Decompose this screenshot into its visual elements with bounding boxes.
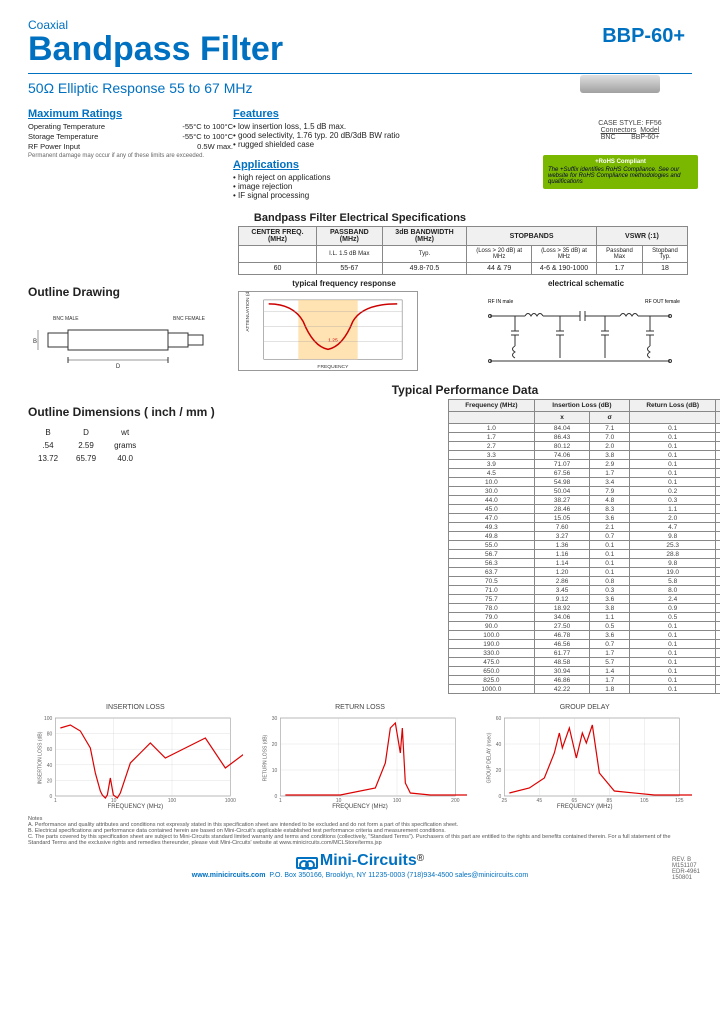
notes: Notes A. Performance and quality attribu… bbox=[28, 816, 692, 846]
electrical-schematic: RF IN male RF OUT female bbox=[480, 291, 680, 371]
product-image bbox=[580, 55, 680, 115]
svg-text:B: B bbox=[33, 339, 37, 345]
svg-text:1000: 1000 bbox=[225, 798, 236, 803]
svg-text:10: 10 bbox=[271, 768, 277, 774]
svg-text:45: 45 bbox=[537, 798, 543, 803]
svg-text:60: 60 bbox=[496, 716, 502, 722]
svg-text:FREQUENCY: FREQUENCY bbox=[317, 364, 349, 370]
perf-title: Typical Performance Data bbox=[238, 383, 692, 397]
svg-text:85: 85 bbox=[607, 798, 613, 803]
svg-text:BNC MALE: BNC MALE bbox=[53, 316, 79, 322]
svg-text:10: 10 bbox=[111, 798, 117, 803]
svg-text:0: 0 bbox=[274, 794, 277, 800]
dims-header: Outline Dimensions ( inch / mm ) bbox=[28, 405, 233, 419]
svg-text:RETURN LOSS (dB): RETURN LOSS (dB) bbox=[262, 734, 268, 781]
ratings-footnote: Permanent damage may occur if any of the… bbox=[28, 153, 233, 159]
svg-text:10: 10 bbox=[336, 798, 342, 803]
freq-resp-label: typical frequency response bbox=[238, 279, 450, 288]
svg-text:40: 40 bbox=[496, 742, 502, 748]
svg-text:1: 1 bbox=[279, 798, 282, 803]
ratings-header: Maximum Ratings bbox=[28, 108, 233, 120]
svg-text:125: 125 bbox=[676, 798, 685, 803]
insertion-loss-chart: INSERTION LOSS 0204060801001101001000INS… bbox=[28, 704, 243, 810]
part-number: BBP-60+ bbox=[602, 25, 685, 48]
logo-icon bbox=[296, 857, 318, 869]
svg-text:100: 100 bbox=[44, 716, 53, 722]
perf-table: Frequency (MHz)Insertion Loss (dB)Return… bbox=[448, 399, 720, 694]
charts-row: INSERTION LOSS 0204060801001101001000INS… bbox=[28, 704, 692, 810]
revision-info: REV. BM151107EDR-4961150801 bbox=[672, 857, 700, 881]
apps-header: Applications bbox=[233, 159, 473, 171]
ratings-table: Operating Temperature-55°C to 100°CStora… bbox=[28, 122, 233, 151]
dims-table: BDwt.542.59grams13.7265.7940.0 bbox=[28, 425, 146, 466]
svg-text:RF IN male: RF IN male bbox=[488, 299, 514, 305]
svg-text:BNC FEMALE: BNC FEMALE bbox=[173, 316, 206, 322]
svg-text:INSERTION LOSS (dB): INSERTION LOSS (dB) bbox=[37, 731, 43, 784]
apps-list: high reject on applicationsimage rejecti… bbox=[233, 173, 473, 200]
outline-header: Outline Drawing bbox=[28, 285, 233, 299]
svg-text:20: 20 bbox=[271, 742, 277, 748]
svg-text:200: 200 bbox=[451, 798, 460, 803]
features-header: Features bbox=[233, 108, 473, 120]
freq-response-chart: 1.25 ATTENUATION (dB) FREQUENCY bbox=[238, 291, 418, 371]
return-loss-chart: RETURN LOSS 0102030110100200RETURN LOSS … bbox=[253, 704, 468, 810]
schematic-label: electrical schematic bbox=[480, 279, 692, 288]
svg-text:20: 20 bbox=[496, 768, 502, 774]
svg-text:25: 25 bbox=[502, 798, 508, 803]
features-list: low insertion loss, 1.5 dB max.good sele… bbox=[233, 122, 473, 149]
spec-table: CENTER FREQ. (MHz)PASSBAND (MHz)3dB BAND… bbox=[238, 226, 688, 275]
svg-text:60: 60 bbox=[47, 747, 53, 753]
svg-text:ATTENUATION (dB): ATTENUATION (dB) bbox=[245, 292, 251, 332]
svg-text:100: 100 bbox=[168, 798, 177, 803]
logo-text: Mini-Circuits bbox=[320, 852, 417, 869]
footer: Mini-Circuits® www.minicircuits.com P.O.… bbox=[28, 852, 692, 879]
svg-text:40: 40 bbox=[47, 763, 53, 769]
svg-text:65: 65 bbox=[572, 798, 578, 803]
svg-text:30: 30 bbox=[271, 716, 277, 722]
outline-drawing: D B BNC MALE BNC FEMALE bbox=[28, 305, 228, 375]
svg-text:1.25: 1.25 bbox=[328, 337, 338, 343]
case-info: CASE STYLE: FF56 Connectors Model BNC BB… bbox=[570, 120, 690, 141]
svg-text:1: 1 bbox=[54, 798, 57, 803]
group-delay-chart: GROUP DELAY 020406025456585105125GROUP D… bbox=[477, 704, 692, 810]
svg-text:D: D bbox=[116, 364, 121, 370]
svg-text:20: 20 bbox=[47, 778, 53, 784]
svg-text:100: 100 bbox=[393, 798, 402, 803]
svg-text:80: 80 bbox=[47, 732, 53, 738]
svg-text:0: 0 bbox=[50, 794, 53, 800]
rohs-badge: +RoHS Compliant The +Suffix identifies R… bbox=[543, 155, 698, 189]
svg-text:GROUP DELAY (nsec): GROUP DELAY (nsec) bbox=[487, 732, 493, 783]
svg-text:105: 105 bbox=[641, 798, 650, 803]
spec-title: Bandpass Filter Electrical Specification… bbox=[28, 212, 692, 224]
svg-text:RF OUT female: RF OUT female bbox=[645, 299, 680, 305]
